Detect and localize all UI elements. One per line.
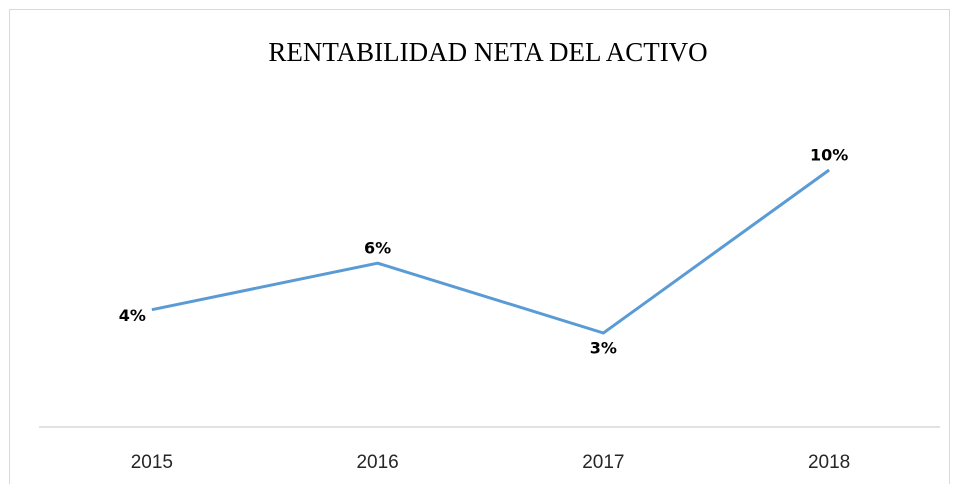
data-label: 3% xyxy=(590,339,617,358)
x-tick-label: 2018 xyxy=(808,452,850,473)
line xyxy=(151,168,831,335)
chart-frame xyxy=(9,9,950,484)
data-label: 4% xyxy=(119,306,146,325)
chart-title: RENTABILIDAD NETA DEL ACTIVO xyxy=(268,37,707,67)
x-tick-label: 2017 xyxy=(582,452,624,473)
data-label: 6% xyxy=(364,239,391,258)
x-tick-label: 2016 xyxy=(356,452,398,473)
data-label: 10% xyxy=(810,146,848,165)
x-tick-label: 2015 xyxy=(131,452,173,473)
